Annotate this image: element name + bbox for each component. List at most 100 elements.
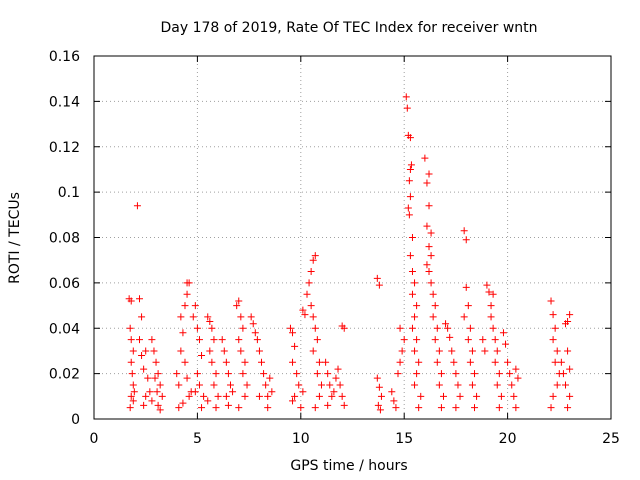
data-point xyxy=(144,374,152,382)
data-point xyxy=(427,279,435,287)
data-point xyxy=(126,404,134,412)
data-point xyxy=(148,336,156,344)
data-point xyxy=(446,333,454,341)
data-point xyxy=(448,347,456,355)
data-point xyxy=(152,358,160,366)
data-point xyxy=(471,404,479,412)
data-point xyxy=(433,324,441,332)
data-point xyxy=(311,404,319,412)
x-axis-label: GPS time / hours xyxy=(290,458,407,474)
y-tick-label: 0.08 xyxy=(49,231,80,247)
data-point xyxy=(295,381,303,389)
data-point xyxy=(392,404,400,412)
data-point xyxy=(208,358,216,366)
data-point xyxy=(183,374,191,382)
data-point xyxy=(179,329,187,337)
data-point xyxy=(473,392,481,400)
data-point xyxy=(332,374,340,382)
data-point xyxy=(435,381,443,389)
data-point xyxy=(135,295,143,303)
data-point xyxy=(398,347,406,355)
data-point xyxy=(415,404,423,412)
data-point xyxy=(198,404,206,412)
data-point xyxy=(564,404,572,412)
data-point xyxy=(402,93,410,101)
data-point xyxy=(291,342,299,350)
data-point xyxy=(564,317,572,325)
data-point xyxy=(311,324,319,332)
data-point xyxy=(468,381,476,389)
data-point xyxy=(427,229,435,237)
data-point xyxy=(481,347,489,355)
data-point xyxy=(317,381,325,389)
data-point xyxy=(411,279,419,287)
data-point xyxy=(268,388,276,396)
data-point xyxy=(156,381,164,389)
data-point xyxy=(299,388,307,396)
data-point xyxy=(413,336,421,344)
data-point xyxy=(214,392,222,400)
data-point xyxy=(324,401,332,409)
data-point xyxy=(129,397,137,405)
data-point xyxy=(485,288,493,296)
y-tick-label: 0.04 xyxy=(49,321,80,337)
data-point xyxy=(258,358,266,366)
data-point xyxy=(237,313,245,321)
data-point xyxy=(193,324,201,332)
data-point xyxy=(140,365,148,373)
y-tick-labels: 0 0.02 0.04 0.06 0.08 0.1 0.12 0.14 0.16 xyxy=(49,49,80,428)
data-point xyxy=(212,370,220,378)
data-point xyxy=(408,268,416,276)
data-point xyxy=(150,347,158,355)
data-point xyxy=(559,370,567,378)
x-tick-label: 15 xyxy=(395,431,413,447)
data-point xyxy=(210,336,218,344)
data-points xyxy=(125,93,574,414)
data-point xyxy=(309,256,317,264)
data-point xyxy=(293,370,301,378)
data-point xyxy=(373,374,381,382)
data-point xyxy=(328,392,336,400)
data-point xyxy=(239,370,247,378)
data-point xyxy=(489,290,497,298)
data-point xyxy=(127,336,135,344)
data-point xyxy=(322,358,330,366)
data-point xyxy=(198,351,206,359)
data-point xyxy=(305,279,313,287)
data-point xyxy=(235,404,243,412)
data-point xyxy=(133,202,141,210)
data-point xyxy=(466,324,474,332)
data-point xyxy=(433,358,441,366)
data-point xyxy=(146,388,154,396)
data-point xyxy=(286,324,294,332)
data-point xyxy=(148,397,156,405)
data-point xyxy=(423,222,431,230)
data-point xyxy=(549,392,557,400)
data-point xyxy=(495,404,503,412)
y-axis-label: ROTI / TECUs xyxy=(7,192,23,284)
data-point xyxy=(425,170,433,178)
data-point xyxy=(251,329,259,337)
data-point xyxy=(326,381,334,389)
data-point xyxy=(208,324,216,332)
data-point xyxy=(212,404,220,412)
data-point xyxy=(404,204,412,212)
data-point xyxy=(405,211,413,219)
data-point xyxy=(291,392,299,400)
data-point xyxy=(549,311,557,319)
data-point xyxy=(450,358,458,366)
data-point xyxy=(479,336,487,344)
data-point xyxy=(514,374,522,382)
data-point xyxy=(566,365,574,373)
data-point xyxy=(425,268,433,276)
data-point xyxy=(483,281,491,289)
y-tick-label: 0.14 xyxy=(49,94,80,110)
data-point xyxy=(417,392,425,400)
data-point xyxy=(502,340,510,348)
data-point xyxy=(185,392,193,400)
data-point xyxy=(388,388,396,396)
grid xyxy=(94,56,611,419)
data-point xyxy=(489,324,497,332)
data-point xyxy=(373,274,381,282)
data-point xyxy=(334,365,342,373)
